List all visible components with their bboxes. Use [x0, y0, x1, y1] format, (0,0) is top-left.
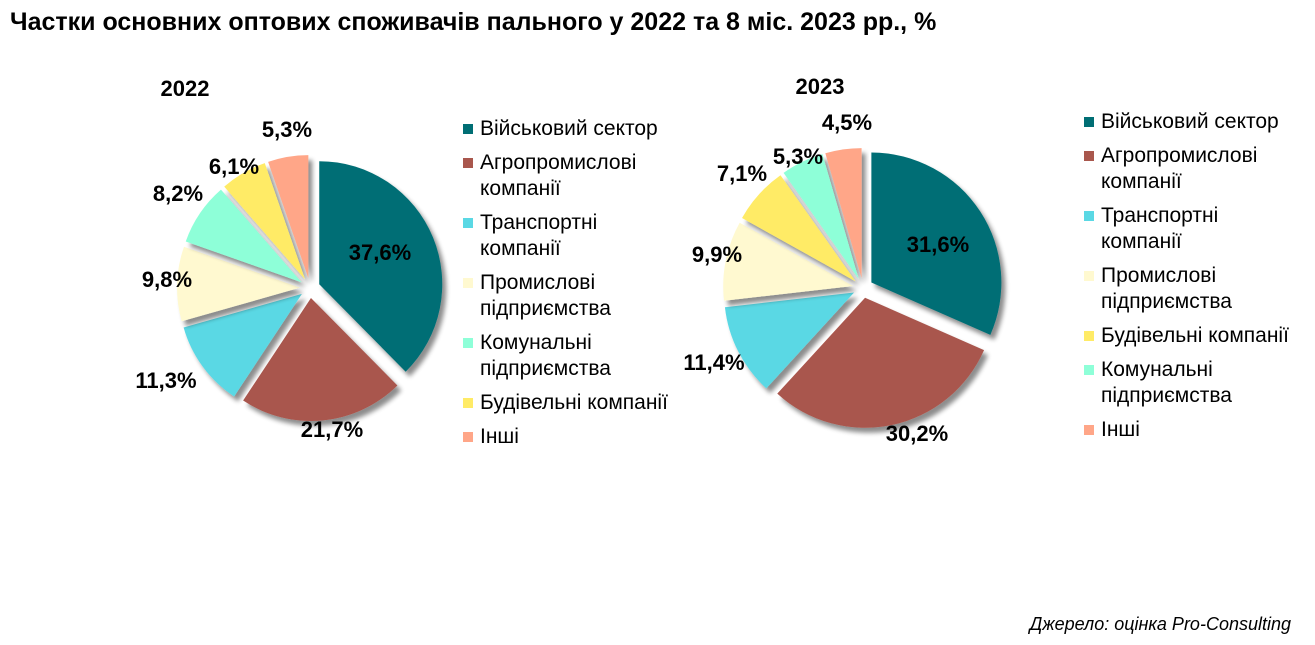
- data-label-будівельні-компанії: 6,1%: [209, 154, 259, 179]
- legend-item-промислові-підприємства: Промислові підприємства: [463, 270, 670, 322]
- pie-slice-агропромислові-компанії: [777, 297, 985, 428]
- legend-swatch: [463, 158, 473, 168]
- pie-chart-2023: 31,6% 30,2% 11,4% 9,9% 7,1%5,3% 4,5% 2023: [683, 74, 1002, 446]
- legend-label: Промислові підприємства: [480, 271, 611, 320]
- data-label-комунальні-підприємства: 5,3%: [773, 144, 823, 169]
- data-label-будівельні-компанії: 7,1%: [717, 161, 767, 186]
- pie-slice-агропромислові-компанії: [243, 297, 398, 421]
- legend-item-транспортні-компанії: Транспортні компанії: [463, 210, 670, 262]
- data-label-транспортні-компанії: 11,4%: [683, 350, 744, 375]
- data-label-агропромислові-компанії: 21,7%: [301, 417, 363, 442]
- legend-swatch: [1084, 151, 1094, 161]
- legend-item-агропромислові-компанії: Агропромислові компанії: [1084, 143, 1291, 195]
- legend-label: Транспортні компанії: [480, 211, 598, 260]
- data-label-промислові-підприємства: 9,9%: [692, 242, 742, 267]
- legend-label: Військовий сектор: [480, 117, 658, 140]
- legend-item-комунальні-підприємства: Комунальні підприємства: [463, 330, 670, 382]
- legend-item-транспортні-компанії: Транспортні компанії: [1084, 203, 1291, 255]
- legend-label: Будівельні компанії: [1101, 324, 1289, 347]
- legend-label: Інші: [480, 425, 519, 448]
- data-label-транспортні-компанії: 11,3%: [135, 368, 196, 393]
- pie-slice-промислові-підприємства: [723, 222, 854, 301]
- legend-swatch: [463, 398, 473, 408]
- legend-label: Транспортні компанії: [1101, 204, 1219, 253]
- chart-year-title: 2022: [161, 76, 210, 101]
- legend-swatch: [1084, 331, 1094, 341]
- source-note: Джерело: оцінка Pro-Consulting: [1029, 614, 1291, 634]
- legend-item-будівельні-компанії: Будівельні компанії: [1084, 323, 1291, 349]
- legend-item-комунальні-підприємства: Комунальні підприємства: [1084, 357, 1291, 409]
- legend-2023: Військовий сектор Агропромислові компанії…: [1084, 109, 1291, 451]
- legend-swatch: [463, 432, 473, 442]
- legend-item-промислові-підприємства: Промислові підприємства: [1084, 263, 1291, 315]
- legend-item-будівельні-компанії: Будівельні компанії: [463, 390, 670, 416]
- legend-swatch: [1084, 271, 1094, 281]
- legend-label: Військовий сектор: [1101, 110, 1279, 133]
- pie-slice-військовий-сектор: [319, 161, 443, 372]
- pie-slice-будівельні-компанії: [742, 175, 856, 282]
- legend-item-військовий-сектор: Військовий сектор: [1084, 109, 1291, 135]
- legend-label: Будівельні компанії: [480, 391, 668, 414]
- legend-label: Комунальні підприємства: [1101, 358, 1232, 407]
- data-label-військовий-сектор: 31,6%: [907, 232, 969, 257]
- legend-swatch: [1084, 365, 1094, 375]
- data-label-промислові-підприємства: 9,8%: [142, 267, 192, 292]
- pie-slice-промислові-підприємства: [177, 246, 301, 322]
- data-label-інші: 5,3%: [262, 117, 312, 142]
- legend-2022: Військовий сектор Агропромислові компанії…: [463, 116, 670, 458]
- chart-year-title: 2023: [796, 74, 845, 99]
- pie-slice-комунальні-підприємства: [185, 189, 302, 283]
- data-label-інші: 4,5%: [822, 110, 872, 135]
- data-label-агропромислові-компанії: 30,2%: [886, 421, 948, 446]
- legend-label: Агропромислові компанії: [480, 151, 637, 200]
- legend-item-інші: Інші: [463, 424, 670, 450]
- pie-slice-інші: [825, 148, 862, 279]
- legend-swatch: [1084, 117, 1094, 127]
- legend-label: Інші: [1101, 418, 1140, 441]
- legend-label: Комунальні підприємства: [480, 331, 611, 380]
- pie-chart-2022: 37,6% 21,7% 11,3% 9,8% 8,2%6,1%5,3% 2022: [135, 76, 443, 442]
- data-label-комунальні-підприємства: 8,2%: [153, 181, 203, 206]
- legend-item-військовий-сектор: Військовий сектор: [463, 116, 670, 142]
- pie-slice-інші: [268, 155, 309, 279]
- pie-slice-транспортні-компанії: [724, 292, 855, 389]
- pie-slice-комунальні-підприємства: [783, 154, 859, 279]
- legend-item-інші: Інші: [1084, 417, 1291, 443]
- legend-swatch: [463, 338, 473, 348]
- legend-swatch: [1084, 425, 1094, 435]
- data-label-військовий-сектор: 37,6%: [349, 240, 411, 265]
- pie-slice-будівельні-компанії: [224, 163, 305, 280]
- legend-swatch: [463, 218, 473, 228]
- legend-label: Промислові підприємства: [1101, 264, 1232, 313]
- legend-label: Агропромислові компанії: [1101, 144, 1258, 193]
- legend-swatch: [1084, 211, 1094, 221]
- pie-slice-військовий-сектор: [871, 152, 1002, 335]
- legend-swatch: [463, 278, 473, 288]
- pie-slice-транспортні-компанії: [183, 293, 302, 397]
- legend-item-агропромислові-компанії: Агропромислові компанії: [463, 150, 670, 202]
- legend-swatch: [463, 124, 473, 134]
- chart-title: Частки основних оптових споживачів пальн…: [10, 8, 937, 36]
